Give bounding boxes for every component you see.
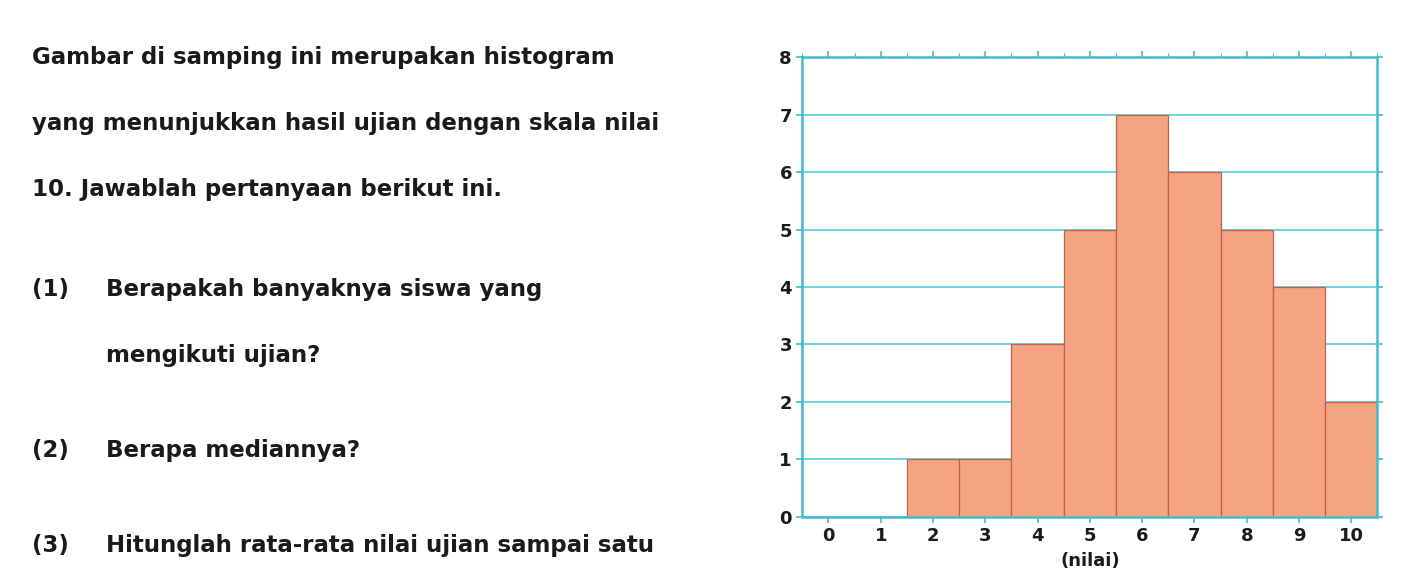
Bar [1169,172,1221,517]
Text: (2): (2) [31,439,68,462]
Text: Gambar di samping ini merupakan histogram: Gambar di samping ini merupakan histogra… [31,46,613,69]
Bar [907,459,958,517]
Text: Berapakah banyaknya siswa yang: Berapakah banyaknya siswa yang [106,278,542,301]
Bar [959,459,1011,517]
Bar [1272,287,1325,517]
Text: yang menunjukkan hasil ujian dengan skala nilai: yang menunjukkan hasil ujian dengan skal… [31,112,659,135]
X-axis label: (nilai): (nilai) [1061,552,1119,570]
Text: Hitunglah rata-rata nilai ujian sampai satu: Hitunglah rata-rata nilai ujian sampai s… [106,534,655,557]
Text: Berapa mediannya?: Berapa mediannya? [106,439,361,462]
Text: (1): (1) [31,278,68,301]
Bar [1116,115,1169,517]
Bar [1325,402,1377,517]
Text: 10. Jawablah pertanyaan berikut ini.: 10. Jawablah pertanyaan berikut ini. [31,178,501,201]
Bar [1221,230,1272,517]
Text: mengikuti ujian?: mengikuti ujian? [106,344,321,367]
Bar [1011,344,1064,517]
Text: (3): (3) [31,534,68,557]
Bar [1064,230,1116,517]
